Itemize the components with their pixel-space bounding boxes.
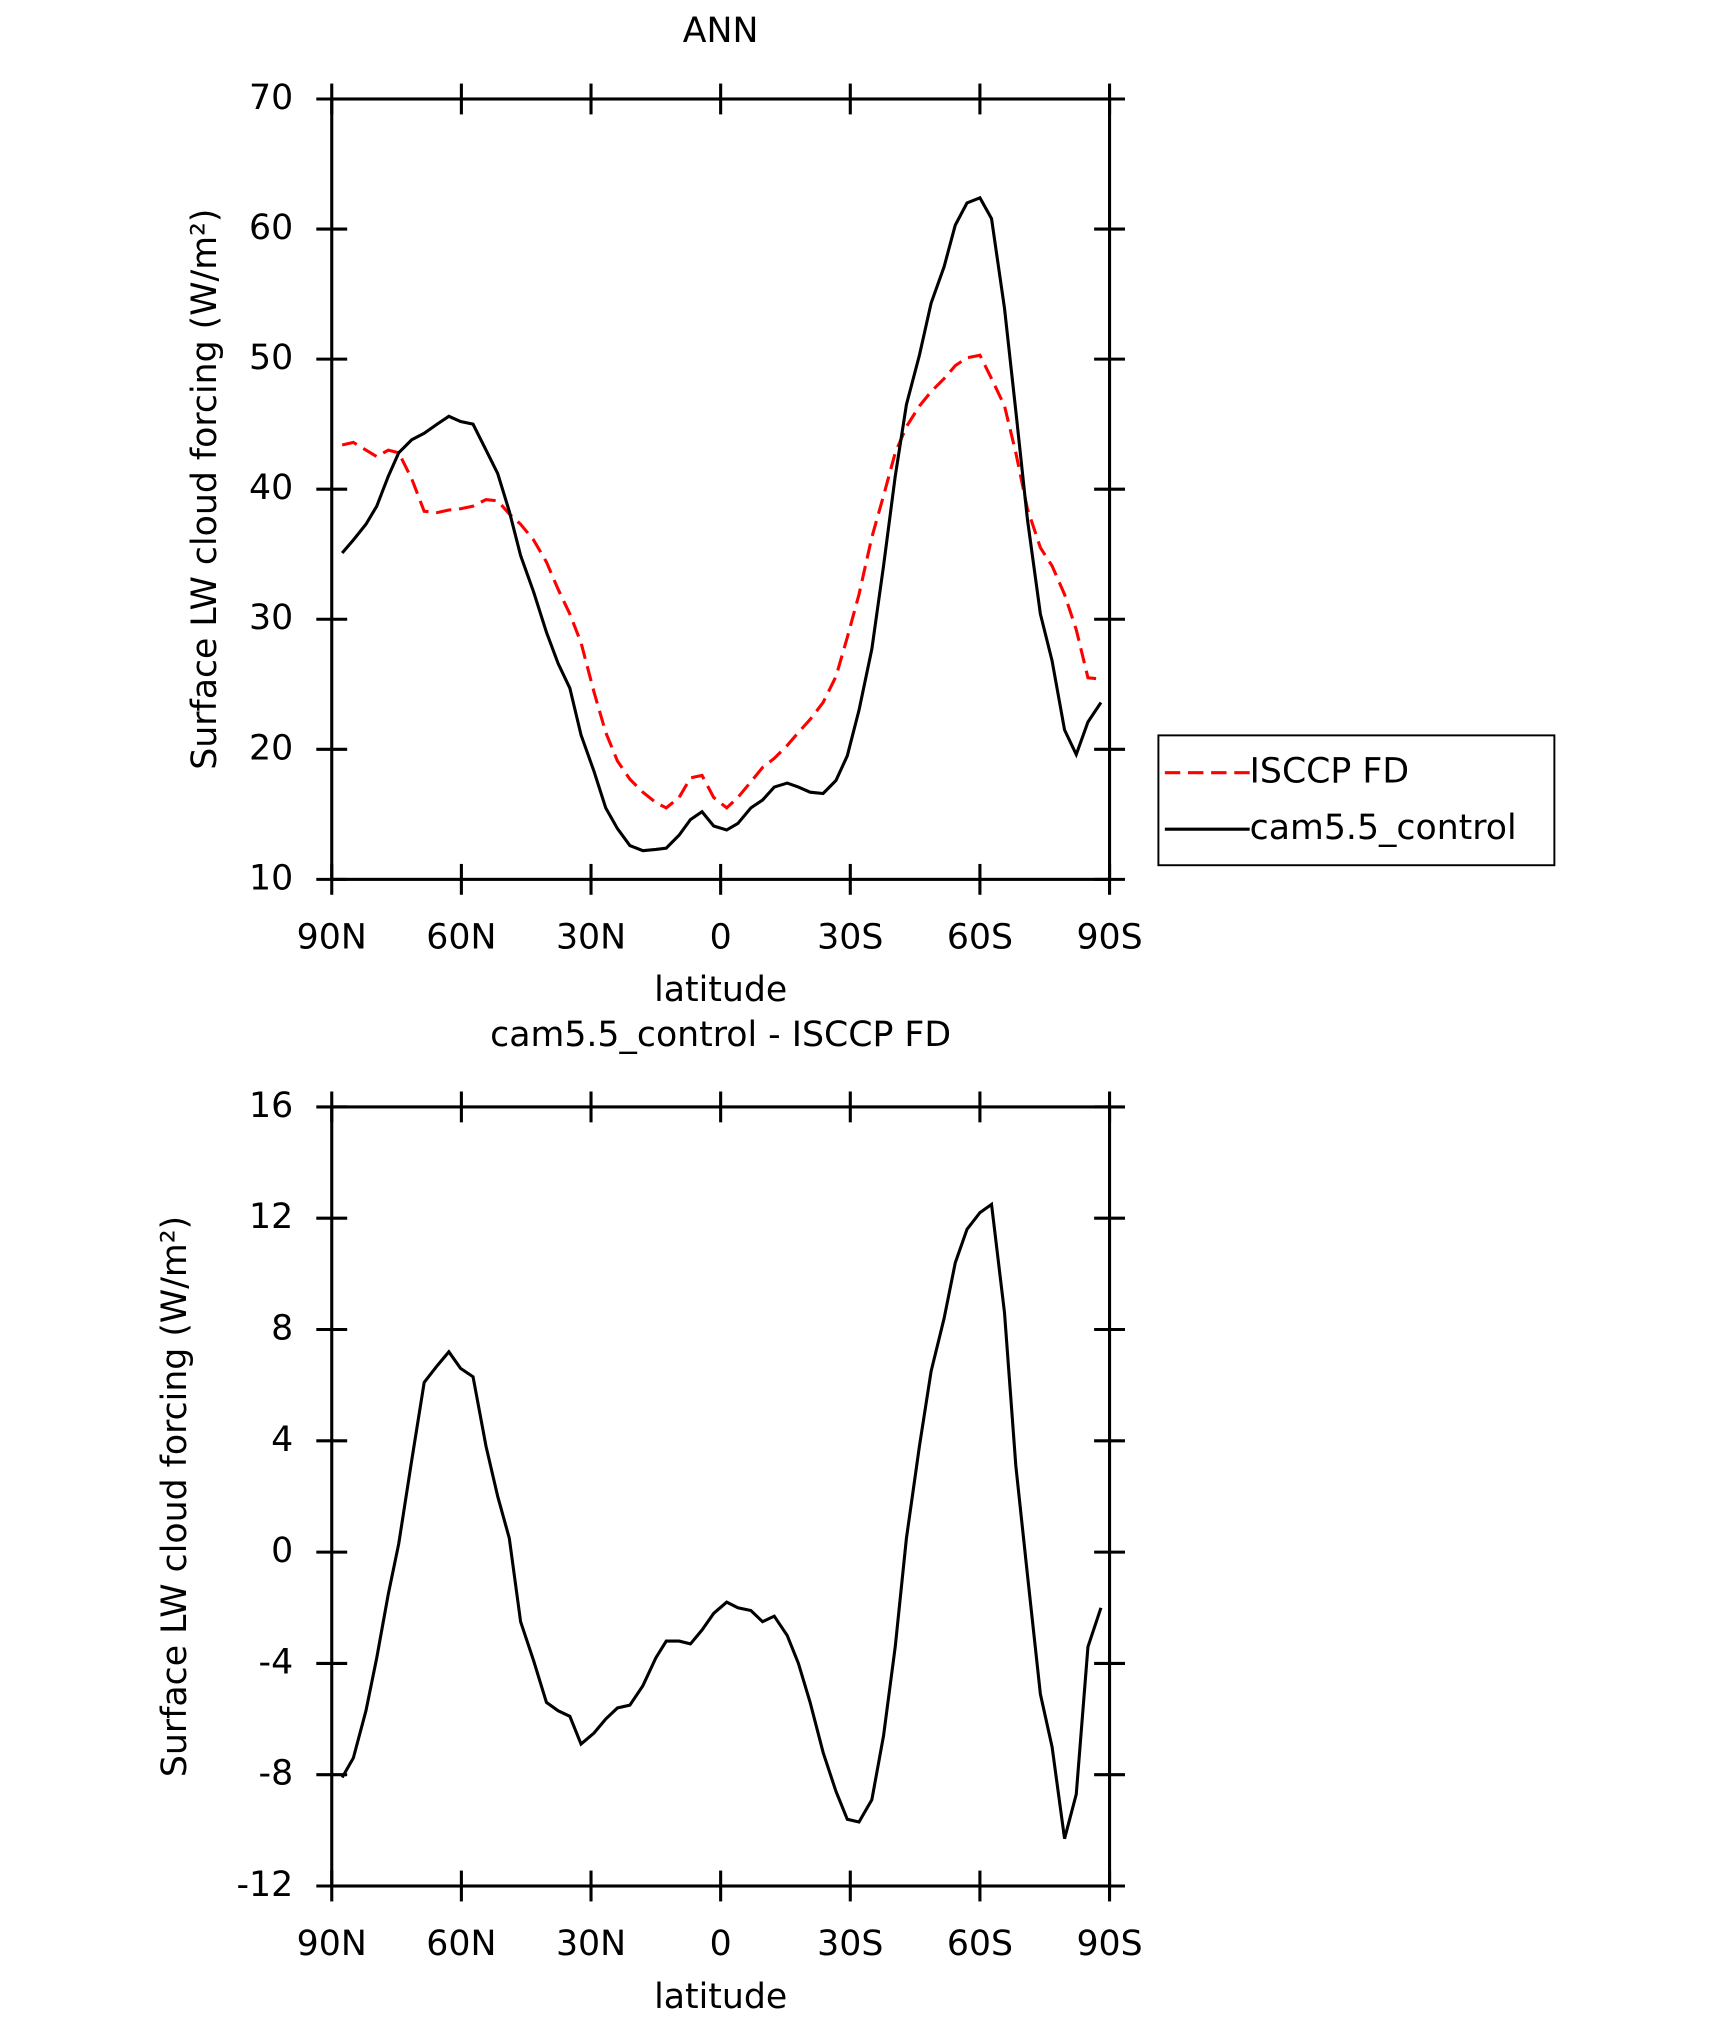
- y-axis-label: Surface LW cloud forcing (W/m²): [155, 1216, 195, 1777]
- y-tick-label: 30: [249, 598, 293, 638]
- x-tick-label: 60N: [426, 1924, 496, 1964]
- x-tick-label: 30S: [817, 918, 883, 958]
- y-tick-label: 4: [271, 1420, 293, 1460]
- y-tick-label: -8: [259, 1754, 294, 1794]
- x-tick-label: 30N: [556, 1924, 626, 1964]
- y-axis-label: Surface LW cloud forcing (W/m²): [185, 209, 225, 770]
- y-tick-label: 40: [249, 468, 293, 508]
- x-axis-label: latitude: [654, 970, 787, 1010]
- y-tick-label: 20: [249, 728, 293, 768]
- y-tick-label: 12: [249, 1197, 293, 1237]
- x-tick-label: 90N: [297, 1924, 367, 1964]
- x-tick-label: 0: [710, 918, 732, 958]
- chart-title: cam5.5_control - ISCCP FD: [490, 1015, 951, 1055]
- x-axis-label: latitude: [654, 1977, 787, 2017]
- x-tick-label: 60S: [947, 1924, 1013, 1964]
- data-line: [340, 195, 1103, 853]
- legend: ISCCP FD cam5.5_control: [1157, 734, 1556, 867]
- y-tick-label: -12: [236, 1865, 293, 1905]
- y-tick-label: 0: [271, 1531, 293, 1571]
- x-tick-label: 90S: [1076, 1924, 1142, 1964]
- chart-title: ANN: [683, 11, 759, 51]
- legend-label: ISCCP FD: [1250, 752, 1409, 792]
- plot-frame: [330, 97, 1112, 881]
- y-tick-label: -4: [259, 1642, 294, 1682]
- x-tick-label: 90N: [297, 918, 367, 958]
- x-tick-label: 0: [710, 1924, 732, 1964]
- x-tick-label: 30S: [817, 1924, 883, 1964]
- legend-label: cam5.5_control: [1250, 808, 1517, 848]
- y-tick-label: 60: [249, 208, 293, 248]
- legend-box: [1157, 734, 1556, 867]
- data-line: [340, 1201, 1103, 1840]
- x-tick-label: 30N: [556, 918, 626, 958]
- y-tick-label: 70: [249, 78, 293, 118]
- x-tick-label: 90S: [1076, 918, 1142, 958]
- y-tick-label: 50: [249, 338, 293, 378]
- x-tick-label: 60N: [426, 918, 496, 958]
- y-tick-label: 8: [271, 1309, 293, 1349]
- data-line: [341, 353, 1102, 810]
- y-tick-label: 10: [249, 858, 293, 898]
- y-tick-label: 16: [249, 1086, 293, 1126]
- x-tick-label: 60S: [947, 918, 1013, 958]
